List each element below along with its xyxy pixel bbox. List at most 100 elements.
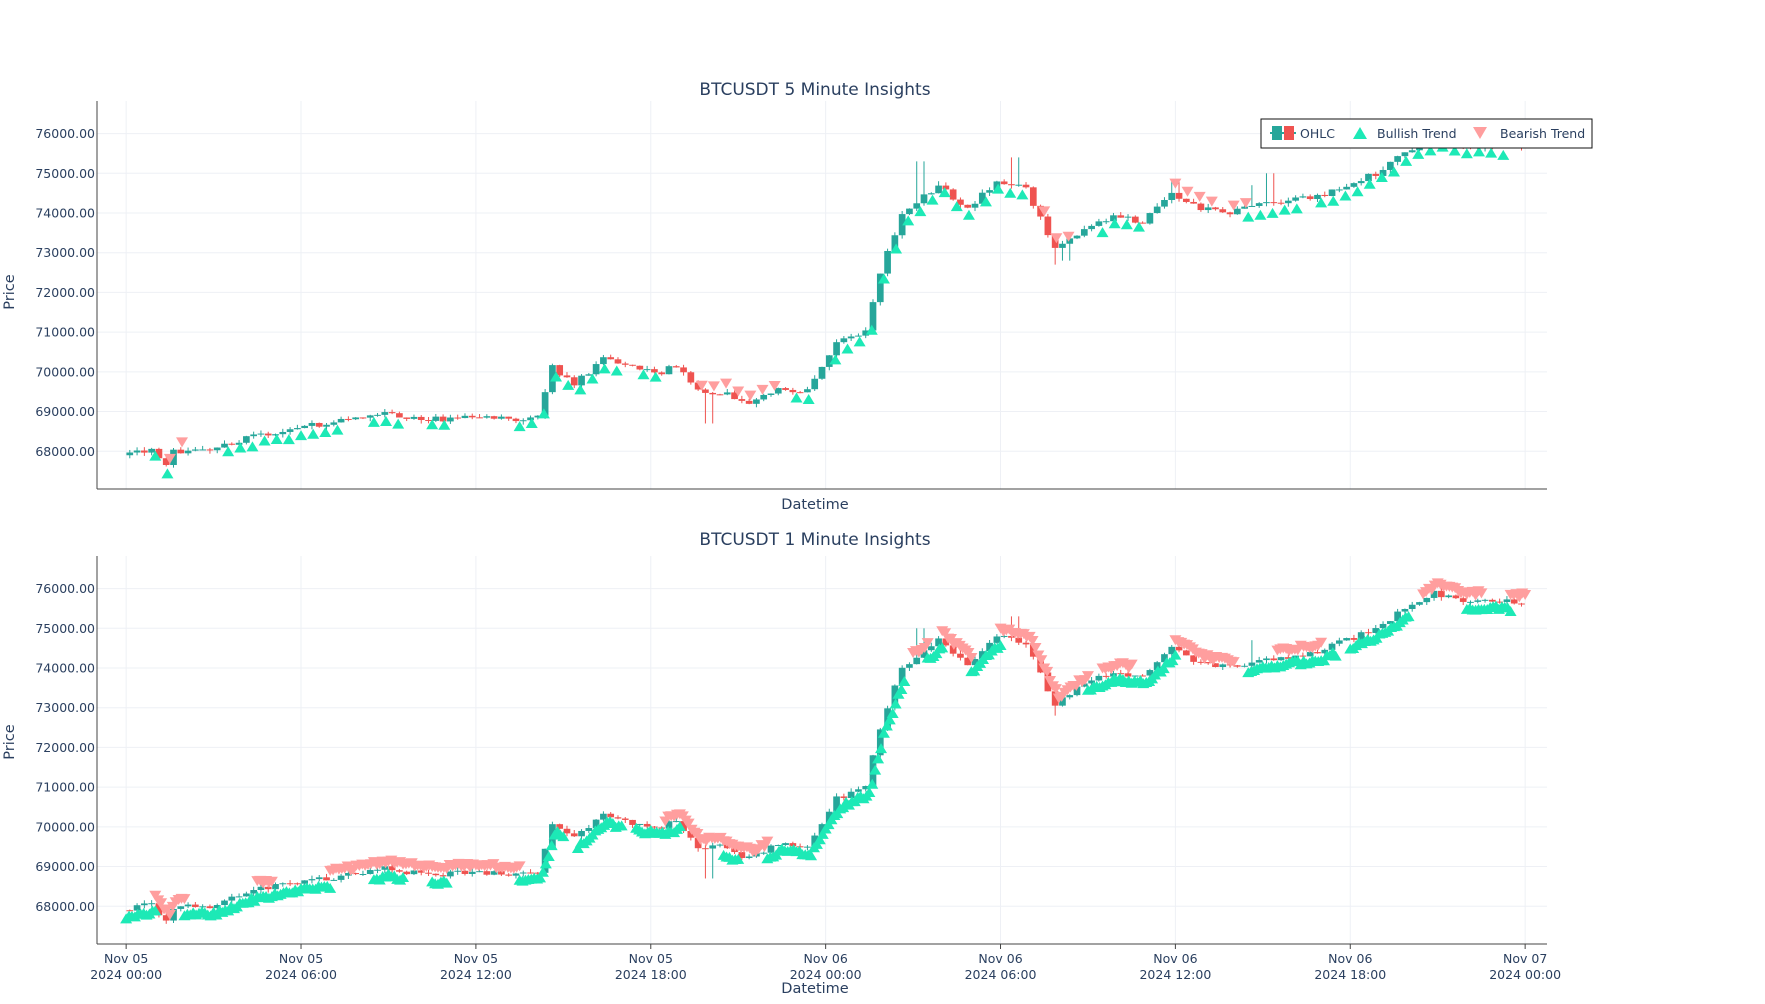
candle-body: [476, 871, 483, 873]
bullish-marker: [1504, 605, 1517, 616]
candle-body: [1401, 609, 1409, 612]
candle-body: [454, 417, 462, 419]
candle-body: [1365, 173, 1372, 182]
candle-body: [1226, 212, 1234, 215]
bullish-marker: [525, 418, 538, 429]
bullish-marker: [1169, 649, 1182, 660]
bearish-markers-1-minute: [149, 578, 1532, 921]
candle-body: [1379, 169, 1387, 176]
candle-body: [410, 870, 418, 875]
bearish-marker: [768, 381, 781, 392]
candle-body: [447, 871, 454, 877]
candle-body: [804, 846, 811, 848]
candle-body: [643, 823, 651, 827]
bearish-marker: [265, 876, 278, 887]
candle-body: [920, 650, 928, 658]
bullish-marker: [962, 209, 975, 220]
candle-body: [403, 417, 411, 419]
bullish-marker: [598, 363, 611, 374]
candle-body: [461, 870, 469, 874]
bearish-marker: [1315, 637, 1328, 648]
legend-item-bullish[interactable]: Bullish Trend: [1353, 126, 1457, 141]
bullish-marker: [902, 215, 915, 226]
candle-body: [1161, 199, 1168, 207]
candle-body: [767, 845, 775, 853]
candle-body: [352, 873, 360, 875]
candle-body: [1335, 640, 1343, 644]
candle-body: [687, 372, 695, 383]
candle-body: [279, 883, 287, 885]
legend-item-ohlc[interactable]: OHLC: [1270, 126, 1335, 141]
bullish-marker: [1096, 227, 1109, 238]
bullish-marker: [1339, 190, 1352, 201]
x-tick-label: 2024 00:00: [790, 967, 862, 982]
bullish-marker: [234, 442, 247, 453]
bullish-marker: [895, 683, 908, 694]
candle-body: [1496, 601, 1503, 603]
bullish-marker: [863, 787, 876, 798]
candle-body: [1139, 222, 1146, 224]
candle-body: [1408, 150, 1416, 153]
bullish-marker: [246, 441, 259, 452]
candle-body: [651, 826, 658, 828]
candle-body: [796, 392, 804, 394]
x-tick-label: 2024 00:00: [1489, 967, 1561, 982]
candle-body: [213, 447, 221, 451]
candle-body: [1328, 189, 1336, 196]
candle-body: [702, 389, 709, 393]
legend-item-bearish[interactable]: Bearish Trend: [1473, 126, 1585, 141]
candle-body: [1153, 206, 1161, 214]
candle-body: [425, 420, 432, 422]
candle-body: [1343, 638, 1350, 641]
candle-body: [811, 378, 819, 390]
y-axis-title-1-minute: Price: [2, 724, 18, 759]
candle-body: [1299, 655, 1307, 657]
candle-body: [971, 203, 979, 208]
candle-body: [1197, 203, 1205, 211]
candle-body: [359, 873, 367, 875]
bearish-markers-5-minute: [163, 125, 1456, 464]
candle-body: [1335, 189, 1343, 191]
candle-body: [439, 416, 447, 422]
candle-body: [519, 420, 527, 422]
candle-body: [1102, 221, 1110, 223]
candle-body: [898, 214, 906, 236]
candle-body: [250, 434, 258, 437]
legend[interactable]: OHLC Bullish Trend Bearish Trend: [1260, 118, 1593, 149]
candle-body: [687, 830, 695, 838]
candle-body: [825, 355, 833, 367]
candle-body: [1321, 194, 1329, 196]
candle-body: [1299, 196, 1307, 198]
candle-body: [162, 915, 170, 921]
candle-body: [818, 366, 826, 379]
candle-body: [512, 418, 520, 422]
legend-label-ohlc: OHLC: [1300, 126, 1335, 141]
bullish-marker: [161, 468, 174, 479]
candle-body: [927, 193, 935, 195]
candle-body: [745, 400, 753, 404]
bearish-marker: [1038, 206, 1051, 217]
y-tick-label: 68000.00: [35, 899, 95, 914]
bullish-marker: [1412, 148, 1425, 159]
candle-body: [1467, 601, 1474, 603]
bullish-marker: [979, 196, 992, 207]
bearish-marker: [756, 384, 769, 395]
candle-body: [971, 658, 979, 666]
y-tick-label: 68000.00: [35, 444, 95, 459]
candle-body: [1233, 208, 1241, 215]
y-tick-label: 74000.00: [35, 660, 95, 675]
candle-body: [716, 844, 724, 846]
candle-body: [600, 357, 607, 365]
bearish-marker: [1227, 200, 1240, 211]
candle-body: [1131, 675, 1139, 677]
candle-body: [432, 416, 440, 421]
candle-body: [680, 367, 687, 373]
bullish-marker: [880, 720, 893, 731]
bearish-marker: [1475, 588, 1488, 599]
candle-body: [1489, 599, 1496, 602]
bullish-marker: [994, 639, 1007, 650]
candle-body: [760, 852, 768, 854]
bullish-marker: [877, 273, 890, 284]
candle-body: [1175, 192, 1183, 199]
